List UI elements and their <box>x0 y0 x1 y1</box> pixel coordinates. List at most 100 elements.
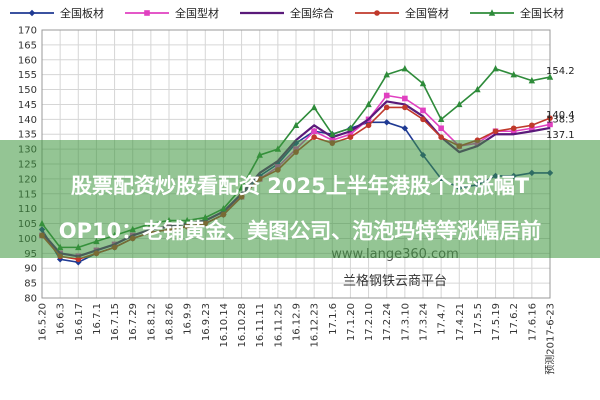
x-tick-label: 17.2.10 <box>364 303 375 341</box>
data-point-series-4 <box>311 134 317 140</box>
data-point-series-4 <box>383 104 390 111</box>
end-value-label: 138.3 <box>546 114 575 125</box>
data-point-series-2 <box>402 95 408 102</box>
end-value-label: 154.2 <box>546 66 575 77</box>
data-point-series-1 <box>383 119 390 126</box>
x-tick-label: 17.6.16 <box>527 303 538 341</box>
data-point-series-5 <box>419 79 427 87</box>
legend-swatch-marker <box>144 10 150 16</box>
data-point-series-5 <box>329 130 336 137</box>
data-point-series-5 <box>347 124 354 131</box>
x-tick-label: 17.3.10 <box>400 303 411 341</box>
x-tick-label: 16.5.20 <box>38 303 49 341</box>
legend-label: 全国型材 <box>175 6 219 20</box>
x-tick-label: 16.10.14 <box>219 303 230 348</box>
y-tick-label: 90 <box>24 264 37 275</box>
data-point-series-4 <box>547 115 553 121</box>
legend-label: 全国管材 <box>405 6 449 20</box>
end-value-label: 137.1 <box>546 130 575 141</box>
x-tick-label: 16.8.12 <box>146 303 157 341</box>
x-tick-label: 17.3.24 <box>419 303 430 341</box>
data-point-series-2 <box>347 131 354 138</box>
data-point-series-2 <box>438 125 444 132</box>
x-tick-label: 16.10.28 <box>237 303 248 348</box>
legend-item-1: 全国板材 <box>10 6 104 20</box>
data-point-series-2 <box>383 92 390 99</box>
x-tick-label: 16.7.29 <box>128 303 139 341</box>
data-point-series-5 <box>510 70 517 78</box>
x-tick-label: 16.9.9 <box>183 303 194 335</box>
x-tick-label: 16.11.11 <box>255 303 266 348</box>
x-tick-label: 16.6.3 <box>56 303 67 335</box>
x-tick-label: 16.8.26 <box>165 303 176 341</box>
legend-item-2: 全国型材 <box>125 6 219 20</box>
y-tick-label: 80 <box>24 294 37 305</box>
x-tick-label: 16.7.15 <box>110 303 121 341</box>
x-tick-label: 17.4.21 <box>455 303 466 341</box>
data-point-series-1 <box>401 125 409 132</box>
legend-item-5: 全国长材 <box>470 6 564 20</box>
data-point-series-4 <box>365 122 372 129</box>
y-tick-label: 160 <box>18 55 37 66</box>
data-point-series-5 <box>365 100 372 108</box>
overlay-banner <box>0 140 600 258</box>
data-point-series-2 <box>529 125 535 132</box>
data-point-series-4 <box>347 134 354 140</box>
x-tick-label: 17.1.6 <box>328 303 339 335</box>
y-tick-label: 145 <box>18 100 37 111</box>
data-point-series-2 <box>311 128 317 135</box>
x-tick-label: 预测2017-6-23 <box>544 303 557 375</box>
data-point-series-4 <box>420 116 426 123</box>
data-point-series-4 <box>438 134 444 140</box>
data-point-series-5 <box>546 73 554 80</box>
data-point-series-4 <box>510 125 517 132</box>
x-tick-label: 16.12.23 <box>310 303 321 348</box>
legend-swatch-marker <box>488 9 496 16</box>
legend-swatch-marker <box>28 9 36 17</box>
x-tick-label: 16.7.1 <box>92 303 103 335</box>
x-tick-label: 16.6.17 <box>74 303 85 341</box>
source-logo-text: 兰格钢铁云商平台 <box>343 273 447 289</box>
x-tick-label: 17.5.19 <box>491 303 502 341</box>
y-tick-label: 150 <box>18 85 37 96</box>
data-point-series-5 <box>492 65 499 72</box>
data-point-series-5 <box>437 115 445 123</box>
data-point-series-4 <box>529 122 535 129</box>
legend-item-3: 全国综合 <box>240 6 334 20</box>
data-point-series-5 <box>401 65 409 72</box>
data-point-series-5 <box>474 85 481 93</box>
data-point-series-5 <box>383 70 390 78</box>
y-tick-label: 170 <box>18 26 37 37</box>
legend: 全国板材 全国型材 全国综合 全国管材 全国长材 <box>10 6 564 20</box>
end-value-label: 140.4 <box>546 110 575 121</box>
data-point-series-2 <box>547 121 553 128</box>
legend-item-4: 全国管材 <box>355 6 449 20</box>
x-tick-label: 16.9.23 <box>201 303 212 341</box>
x-tick-label: 17.5.5 <box>473 303 484 335</box>
data-point-series-5 <box>292 121 300 128</box>
data-point-series-5 <box>528 76 536 84</box>
x-tick-label: 17.6.2 <box>509 303 520 335</box>
banner-text-line-1: 股票配资炒股看配资 2025上半年港股个股涨幅T <box>70 174 530 198</box>
x-tick-label: 17.2.24 <box>382 303 393 341</box>
y-tick-label: 155 <box>18 70 37 81</box>
x-tick-label: 17.1.20 <box>346 303 357 341</box>
legend-swatch-marker <box>374 10 380 16</box>
data-point-series-5 <box>456 100 463 108</box>
legend-label: 全国长材 <box>520 6 564 20</box>
y-tick-label: 85 <box>24 279 37 290</box>
data-point-series-2 <box>510 128 517 135</box>
legend-label: 全国综合 <box>290 6 334 20</box>
y-tick-label: 165 <box>18 40 37 51</box>
x-tick-label: 17.4.7 <box>437 303 448 335</box>
y-tick-label: 140 <box>18 115 37 126</box>
data-point-series-5 <box>310 103 318 111</box>
banner-text-line-2: OP10：老铺黄金、美图公司、泡泡玛特等涨幅居前 <box>58 219 542 243</box>
y-tick-label: 135 <box>18 130 37 141</box>
data-point-series-2 <box>420 107 426 114</box>
x-tick-label: 16.12.9 <box>292 303 303 341</box>
data-point-series-4 <box>492 128 499 135</box>
legend-label: 全国板材 <box>60 6 104 20</box>
data-point-series-4 <box>402 104 408 111</box>
